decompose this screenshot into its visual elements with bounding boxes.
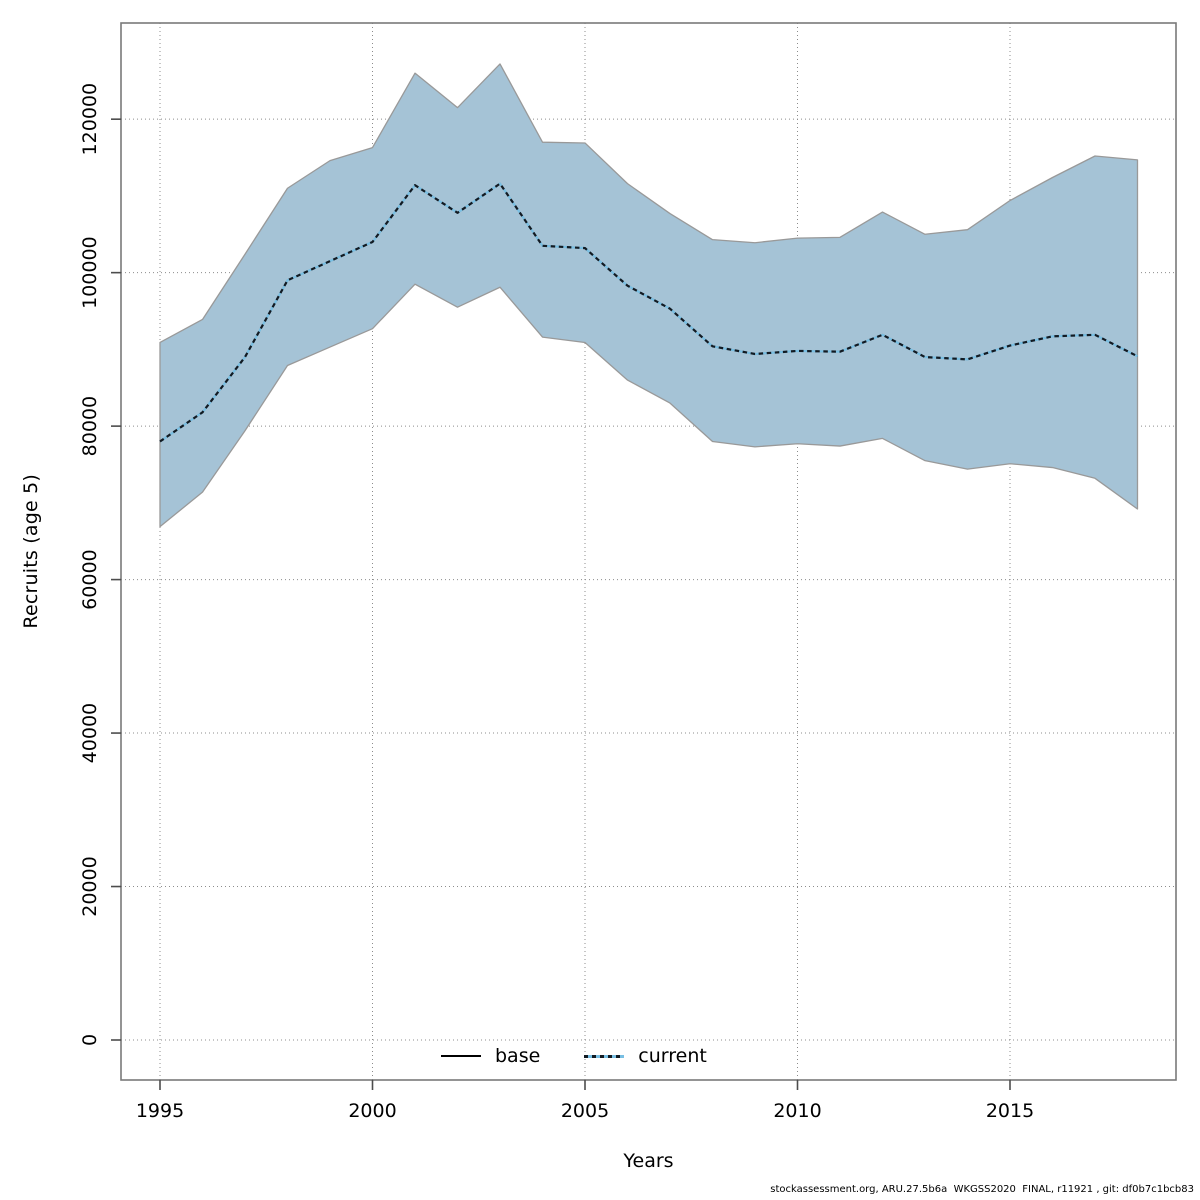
x-tick-label: 2015	[986, 1100, 1034, 1122]
base-line-sample	[441, 1054, 481, 1058]
legend-label-current: current	[638, 1045, 707, 1067]
y-tick-label: 40000	[79, 703, 101, 763]
legend: base current	[441, 1043, 707, 1069]
x-tick-label: 1995	[136, 1100, 184, 1122]
y-tick-label: 100000	[79, 236, 101, 309]
x-tick-label: 2000	[348, 1100, 396, 1122]
y-tick-label: 0	[79, 1034, 101, 1046]
source-attribution: stockassessment.org, ARU.27.5b6a WKGSS20…	[770, 1184, 1194, 1195]
x-tick-label: 2005	[561, 1100, 609, 1122]
y-tick-label: 120000	[79, 83, 101, 156]
legend-label-base: base	[495, 1045, 541, 1067]
x-tick-label: 2010	[773, 1100, 821, 1122]
legend-item-base: base	[441, 1043, 540, 1069]
y-tick-label: 80000	[79, 396, 101, 456]
y-axis-title: Recruits (age 5)	[20, 474, 42, 629]
legend-item-current: current	[584, 1043, 707, 1069]
y-tick-label: 60000	[79, 549, 101, 609]
y-tick-label: 20000	[79, 856, 101, 916]
plot-border	[120, 22, 1177, 1081]
y-axis-title-wrap: Recruits (age 5)	[20, 23, 42, 1080]
x-axis-title: Years	[623, 1150, 674, 1172]
confidence-band	[159, 63, 1139, 528]
current-line-dashes	[159, 182, 1138, 443]
current-line-sample	[584, 1054, 625, 1058]
